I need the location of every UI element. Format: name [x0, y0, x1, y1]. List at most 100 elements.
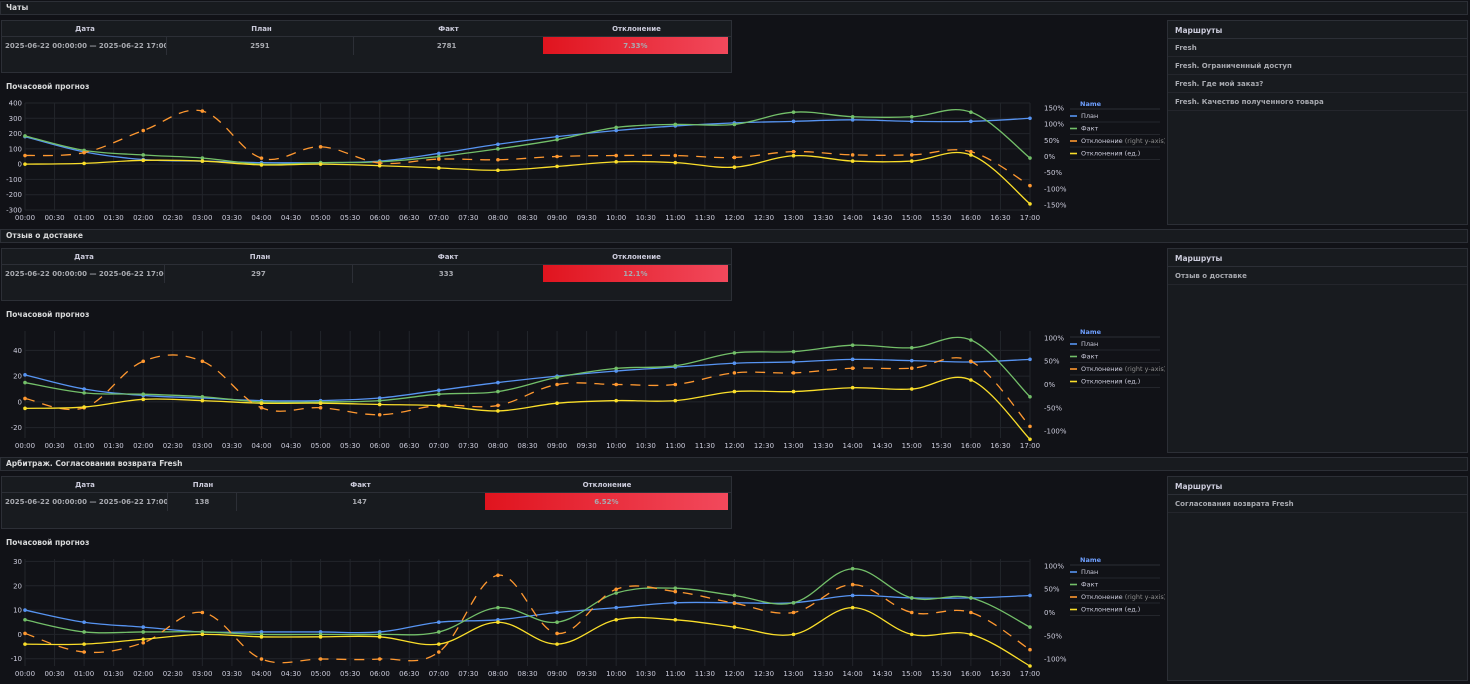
- deviation-bar: 12.1%: [542, 265, 728, 282]
- x-tick-label: 05:00: [310, 442, 330, 450]
- series-point: [673, 589, 678, 594]
- deviation-bar: 6.52%: [484, 493, 728, 510]
- series-line: [24, 358, 1031, 402]
- x-tick-label: 13:30: [813, 670, 833, 678]
- series-point: [200, 359, 205, 364]
- section-header-delivery-review[interactable]: Отзыв о доставке: [0, 229, 1468, 243]
- series-point: [850, 159, 855, 163]
- series-point: [200, 159, 205, 163]
- section-header-chats[interactable]: Чаты: [0, 1, 1468, 15]
- x-tick-label: 09:30: [577, 670, 597, 678]
- route-item[interactable]: Fresh. Качество полученного товара: [1168, 93, 1467, 111]
- col-header-deviation[interactable]: Отклонение: [612, 25, 661, 33]
- series-point: [23, 162, 27, 166]
- series-point: [791, 110, 796, 114]
- series-point: [614, 366, 618, 371]
- series-point: [141, 637, 146, 642]
- series-point: [200, 398, 205, 403]
- route-item[interactable]: Fresh. Где мой заказ?: [1168, 75, 1467, 93]
- x-tick-label: 07:30: [458, 442, 478, 450]
- series-point: [909, 153, 914, 157]
- section-title: Чаты: [6, 3, 29, 12]
- series-point: [909, 387, 914, 391]
- x-tick-label: 17:00: [1020, 442, 1040, 450]
- legend-item: Отклонения (ед.): [1081, 150, 1140, 158]
- series-point: [614, 617, 618, 622]
- x-tick-label: 01:00: [74, 442, 94, 450]
- x-tick-label: 02:30: [163, 442, 183, 450]
- series-point: [850, 593, 855, 598]
- routes-header[interactable]: Маршруты: [1168, 21, 1467, 39]
- series-point: [909, 114, 914, 119]
- x-tick-label: 01:30: [104, 670, 124, 678]
- series-point: [555, 631, 559, 636]
- x-tick-label: 07:00: [429, 214, 449, 222]
- legend-suffix: (right y-axis): [1123, 137, 1165, 145]
- x-tick-label: 11:00: [665, 214, 685, 222]
- x-tick-label: 03:00: [192, 670, 212, 678]
- col-header-fact[interactable]: Факт: [438, 25, 459, 33]
- x-tick-label: 04:00: [251, 214, 271, 222]
- x-tick-label: 08:30: [517, 442, 537, 450]
- series-point: [850, 566, 855, 571]
- route-item[interactable]: Fresh. Ограниченный доступ: [1168, 57, 1467, 75]
- section-title: Отзыв о доставке: [6, 231, 83, 240]
- route-item[interactable]: Отзыв о доставке: [1168, 267, 1467, 285]
- series-point: [673, 153, 678, 158]
- section-header-arbitration[interactable]: Арбитраж. Согласования возврата Fresh: [0, 457, 1468, 471]
- route-item[interactable]: Fresh: [1168, 39, 1467, 57]
- col-header-fact[interactable]: Факт: [350, 481, 371, 489]
- y2-tick-label: -50%: [1044, 169, 1062, 177]
- col-header-deviation[interactable]: Отклонение: [582, 481, 632, 489]
- series-point: [909, 366, 914, 371]
- series-point: [23, 134, 27, 138]
- col-header-date[interactable]: Дата: [75, 25, 95, 33]
- y-tick-label: 100: [9, 145, 22, 153]
- routes-header[interactable]: Маршруты: [1168, 477, 1467, 495]
- series-point: [555, 382, 559, 387]
- series-point: [23, 406, 27, 411]
- routes-header[interactable]: Маршруты: [1168, 249, 1467, 267]
- series-point: [555, 610, 559, 615]
- route-item[interactable]: Согласования возврата Fresh: [1168, 495, 1467, 513]
- y2-tick-label: 0%: [1044, 609, 1055, 617]
- x-tick-label: 05:30: [340, 214, 360, 222]
- series-point: [437, 650, 441, 654]
- series-point: [850, 343, 855, 347]
- hourly-forecast-chart[interactable]: 00:00 00:30 01:00 01:30 02:00 02:30 03:00 03:30…: [0, 323, 1165, 455]
- series-point: [496, 573, 500, 578]
- series-point: [437, 157, 441, 161]
- legend-item: План: [1081, 112, 1098, 120]
- summary-table: Дата План Факт Отклонение 2025-06-22 00:…: [1, 248, 732, 301]
- series-point: [850, 366, 855, 371]
- x-tick-label: 10:00: [606, 670, 626, 678]
- cell-plan: 138: [168, 493, 238, 511]
- col-header-fact[interactable]: Факт: [437, 253, 459, 261]
- col-header-deviation[interactable]: Отклонение: [612, 253, 661, 261]
- series-point: [732, 625, 737, 629]
- legend-item: Факт: [1081, 125, 1099, 133]
- x-tick-label: 06:30: [399, 214, 419, 222]
- legend-item: План: [1081, 340, 1098, 348]
- series-point: [82, 405, 86, 409]
- hourly-forecast-chart[interactable]: 00:00 00:30 01:00 01:30 02:00 02:30 03:00 03:30…: [0, 95, 1165, 227]
- x-tick-label: 08:30: [517, 670, 537, 678]
- series-point: [141, 158, 146, 163]
- x-tick-label: 03:30: [222, 442, 242, 450]
- legend-header: Name: [1080, 556, 1102, 564]
- series-point: [1028, 437, 1032, 442]
- deviation-bar: 7.33%: [542, 37, 728, 54]
- col-header-date[interactable]: Дата: [75, 481, 95, 489]
- series-point: [969, 110, 973, 114]
- x-tick-label: 11:30: [695, 214, 715, 222]
- x-tick-label: 17:00: [1020, 214, 1040, 222]
- x-tick-label: 05:00: [310, 670, 330, 678]
- col-header-plan[interactable]: План: [249, 253, 271, 261]
- hourly-forecast-chart[interactable]: 00:00 00:30 01:00 01:30 02:00 02:30 03:00 03:30…: [0, 551, 1165, 683]
- col-header-plan[interactable]: План: [192, 481, 214, 489]
- col-header-date[interactable]: Дата: [74, 253, 94, 261]
- legend-item: Отклонения (ед.): [1081, 606, 1140, 614]
- legend-item: Отклонение (right y-axis): [1081, 593, 1165, 601]
- x-tick-label: 17:00: [1020, 670, 1040, 678]
- col-header-plan[interactable]: План: [251, 25, 272, 33]
